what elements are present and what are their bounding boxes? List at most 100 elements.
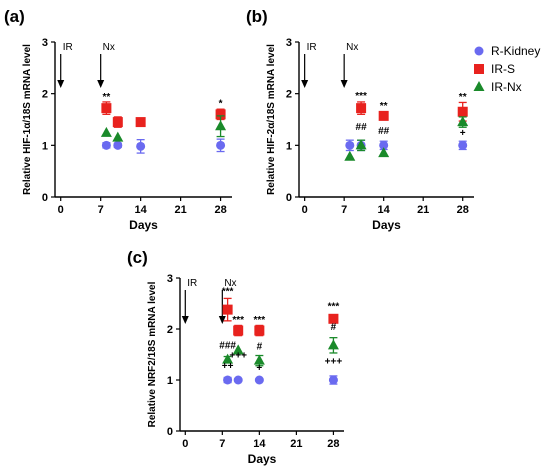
data-point xyxy=(457,116,469,127)
y-axis-title: Relative HIF-1α/18S mRNA level xyxy=(22,44,33,195)
x-tick-label: 7 xyxy=(219,438,225,450)
data-point xyxy=(216,140,226,150)
data-point xyxy=(112,131,124,142)
data-point xyxy=(101,140,111,150)
data-point xyxy=(253,354,265,365)
annotation-nx: Nx xyxy=(224,278,236,289)
data-point xyxy=(215,109,226,120)
significance-label: *** xyxy=(355,91,367,102)
significance-label: ### xyxy=(219,340,236,351)
legend-marker xyxy=(473,81,485,91)
data-point xyxy=(136,141,146,151)
significance-label: ## xyxy=(356,122,368,133)
series-ir-nx xyxy=(100,115,227,142)
x-tick-label: 0 xyxy=(182,438,188,450)
panel-label: (b) xyxy=(246,7,268,26)
annotation-arrow-head xyxy=(181,316,189,324)
series-r-kidney xyxy=(223,375,338,385)
y-tick-label: 2 xyxy=(167,324,173,336)
significance-label: ** xyxy=(459,92,467,103)
data-point xyxy=(233,325,244,336)
data-point xyxy=(378,147,390,158)
data-point xyxy=(356,103,367,114)
panel-label: (c) xyxy=(127,248,148,267)
series-ir-s xyxy=(222,297,339,337)
x-axis-title: Days xyxy=(372,218,401,232)
y-tick-label: 3 xyxy=(42,37,48,49)
x-axis-title: Days xyxy=(129,218,158,232)
data-point xyxy=(254,325,265,336)
legend-label: R-Kidney xyxy=(491,44,540,58)
x-tick-label: 28 xyxy=(327,438,339,450)
series-r-kidney xyxy=(101,138,226,154)
x-tick-label: 14 xyxy=(253,438,266,450)
annotation-nx: Nx xyxy=(103,42,115,53)
data-point xyxy=(100,126,112,137)
annotation-arrow-head xyxy=(97,80,105,88)
chart-panel-3: (c) 0 1 2 3 0 7 14 21 28 Days Relative NRF2/18S mRN… xyxy=(127,248,344,466)
x-tick-label: 14 xyxy=(135,204,148,216)
data-point xyxy=(135,117,146,128)
annotation-arrow-head xyxy=(301,80,309,88)
y-axis-title: Relative HIF-2α/18S mRNA level xyxy=(266,44,277,195)
series-ir-nx xyxy=(222,337,339,367)
panel-label: (a) xyxy=(4,7,25,26)
data-point xyxy=(355,139,367,150)
significance-label: + xyxy=(460,128,466,139)
x-tick-label: 28 xyxy=(457,204,469,216)
annotation-arrow-head xyxy=(218,316,226,324)
significance-label: +++ xyxy=(229,351,247,362)
significance-label: ## xyxy=(378,126,390,137)
x-tick-label: 14 xyxy=(378,204,391,216)
significance-label: ++ xyxy=(222,361,234,372)
annotation-arrow-head xyxy=(57,80,65,88)
data-point xyxy=(328,375,338,385)
y-tick-label: 3 xyxy=(286,37,292,49)
y-tick-label: 1 xyxy=(286,140,292,152)
significance-label: *** xyxy=(254,315,266,326)
significance-label: *** xyxy=(222,286,234,297)
data-point xyxy=(232,344,244,355)
y-tick-label: 0 xyxy=(286,192,292,204)
legend-label: IR-S xyxy=(491,62,515,76)
annotation-ir: IR xyxy=(307,42,317,53)
x-tick-label: 21 xyxy=(174,204,186,216)
y-axis-title: Relative NRF2/18S mRNA level xyxy=(147,281,158,427)
data-point xyxy=(101,103,112,114)
significance-label: ** xyxy=(380,101,388,112)
y-tick-label: 2 xyxy=(286,89,292,101)
x-axis-title: Days xyxy=(248,452,277,466)
x-tick-label: 28 xyxy=(214,204,226,216)
annotation-arrow-head xyxy=(340,80,348,88)
series-ir-nx xyxy=(344,116,469,161)
data-point xyxy=(344,150,356,161)
y-tick-label: 1 xyxy=(42,140,48,152)
x-tick-label: 7 xyxy=(341,204,347,216)
x-tick-label: 7 xyxy=(98,204,104,216)
data-point xyxy=(113,140,123,150)
annotation-ir: IR xyxy=(187,278,197,289)
data-point xyxy=(215,120,227,131)
chart-panel-2: (b) 0 1 2 3 0 7 14 21 28 Days Relative HIF-2α/18S m… xyxy=(246,7,474,232)
data-point xyxy=(222,304,233,315)
significance-label: ** xyxy=(102,92,110,103)
data-point xyxy=(379,140,389,150)
chart-panel-1: (a) 0 1 2 3 0 7 14 21 28 Days Relative HIF-1α/18S m… xyxy=(4,7,232,232)
significance-label: + xyxy=(256,363,262,374)
y-tick-label: 0 xyxy=(42,192,48,204)
data-point xyxy=(457,106,468,117)
significance-label: # xyxy=(257,341,263,352)
series-ir-s xyxy=(101,101,226,128)
y-tick-label: 1 xyxy=(167,375,173,387)
x-tick-label: 0 xyxy=(58,204,64,216)
data-point xyxy=(233,375,243,385)
data-point xyxy=(345,140,355,150)
x-tick-label: 21 xyxy=(417,204,429,216)
data-point xyxy=(222,353,234,364)
significance-label: *** xyxy=(328,302,340,313)
annotation-nx: Nx xyxy=(346,42,358,53)
legend-marker xyxy=(474,64,484,74)
legend: R-Kidney IR-S IR-Nx xyxy=(473,44,540,94)
data-point xyxy=(328,313,339,324)
